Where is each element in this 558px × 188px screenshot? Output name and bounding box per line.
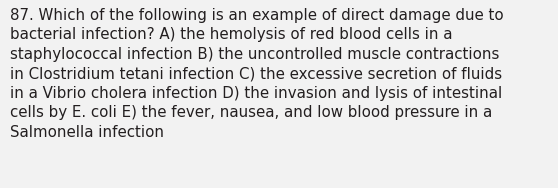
Text: 87. Which of the following is an example of direct damage due to
bacterial infec: 87. Which of the following is an example… [10,8,504,140]
